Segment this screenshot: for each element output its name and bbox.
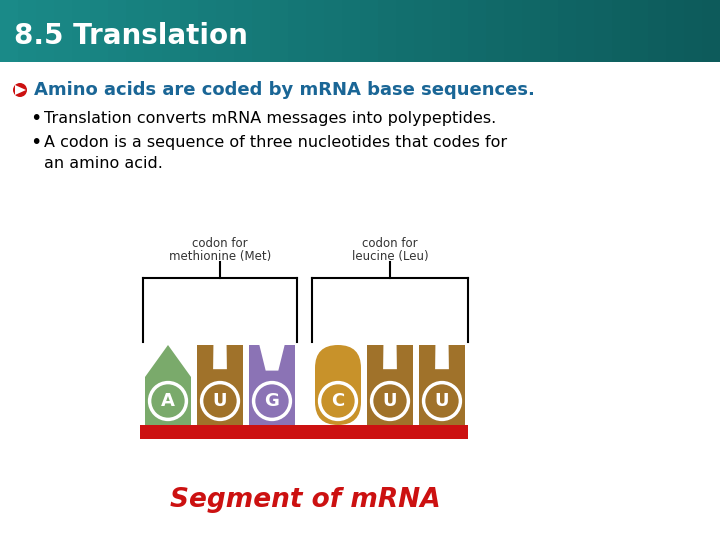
Bar <box>234 0 253 62</box>
Bar <box>360 0 379 62</box>
Bar <box>0 0 19 62</box>
Bar <box>288 0 307 62</box>
FancyBboxPatch shape <box>315 345 361 425</box>
Text: U: U <box>435 392 449 410</box>
Bar <box>432 0 451 62</box>
Bar <box>576 0 595 62</box>
Ellipse shape <box>423 383 460 420</box>
Text: Amino acids are coded by mRNA base sequences.: Amino acids are coded by mRNA base seque… <box>34 81 535 99</box>
Bar <box>630 0 649 62</box>
Text: Segment of mRNA: Segment of mRNA <box>170 487 441 513</box>
Bar <box>342 0 361 62</box>
Text: leucine (Leu): leucine (Leu) <box>351 250 428 263</box>
Bar <box>522 0 541 62</box>
Ellipse shape <box>150 383 186 420</box>
Bar <box>378 0 397 62</box>
Ellipse shape <box>253 383 290 420</box>
Text: A: A <box>161 392 175 410</box>
Polygon shape <box>197 345 243 425</box>
Polygon shape <box>145 345 191 425</box>
Bar <box>216 0 235 62</box>
Text: •: • <box>30 133 41 152</box>
Text: U: U <box>383 392 397 410</box>
Circle shape <box>13 83 27 97</box>
Bar <box>90 0 109 62</box>
Text: an amino acid.: an amino acid. <box>44 156 163 171</box>
Ellipse shape <box>202 383 238 420</box>
Bar <box>702 0 720 62</box>
Text: Translation converts mRNA messages into polypeptides.: Translation converts mRNA messages into … <box>44 111 496 125</box>
Text: C: C <box>331 392 345 410</box>
Bar <box>162 0 181 62</box>
Text: 8.5 Translation: 8.5 Translation <box>14 22 248 50</box>
Polygon shape <box>249 345 295 425</box>
Bar <box>504 0 523 62</box>
Polygon shape <box>419 345 465 425</box>
Bar <box>126 0 145 62</box>
Text: codon for: codon for <box>192 237 248 250</box>
Bar <box>558 0 577 62</box>
Bar <box>684 0 703 62</box>
Polygon shape <box>367 345 413 425</box>
Bar <box>54 0 73 62</box>
Bar <box>140 425 468 439</box>
Text: A codon is a sequence of three nucleotides that codes for: A codon is a sequence of three nucleotid… <box>44 136 507 151</box>
Bar <box>252 0 271 62</box>
Bar <box>612 0 631 62</box>
Bar <box>648 0 667 62</box>
Text: methionine (Met): methionine (Met) <box>169 250 271 263</box>
Bar <box>324 0 343 62</box>
Text: •: • <box>30 109 41 127</box>
Bar <box>468 0 487 62</box>
Bar <box>540 0 559 62</box>
Bar <box>144 0 163 62</box>
Bar <box>396 0 415 62</box>
Text: U: U <box>212 392 228 410</box>
Bar <box>306 0 325 62</box>
Bar <box>36 0 55 62</box>
Bar <box>198 0 217 62</box>
Bar <box>180 0 199 62</box>
Bar <box>450 0 469 62</box>
Bar <box>270 0 289 62</box>
Bar <box>486 0 505 62</box>
Bar <box>18 0 37 62</box>
Text: G: G <box>264 392 279 410</box>
Bar <box>108 0 127 62</box>
Bar <box>414 0 433 62</box>
Bar <box>72 0 91 62</box>
Polygon shape <box>15 85 26 95</box>
Ellipse shape <box>372 383 408 420</box>
Bar <box>666 0 685 62</box>
Text: codon for: codon for <box>362 237 418 250</box>
Bar <box>594 0 613 62</box>
Ellipse shape <box>320 383 356 420</box>
